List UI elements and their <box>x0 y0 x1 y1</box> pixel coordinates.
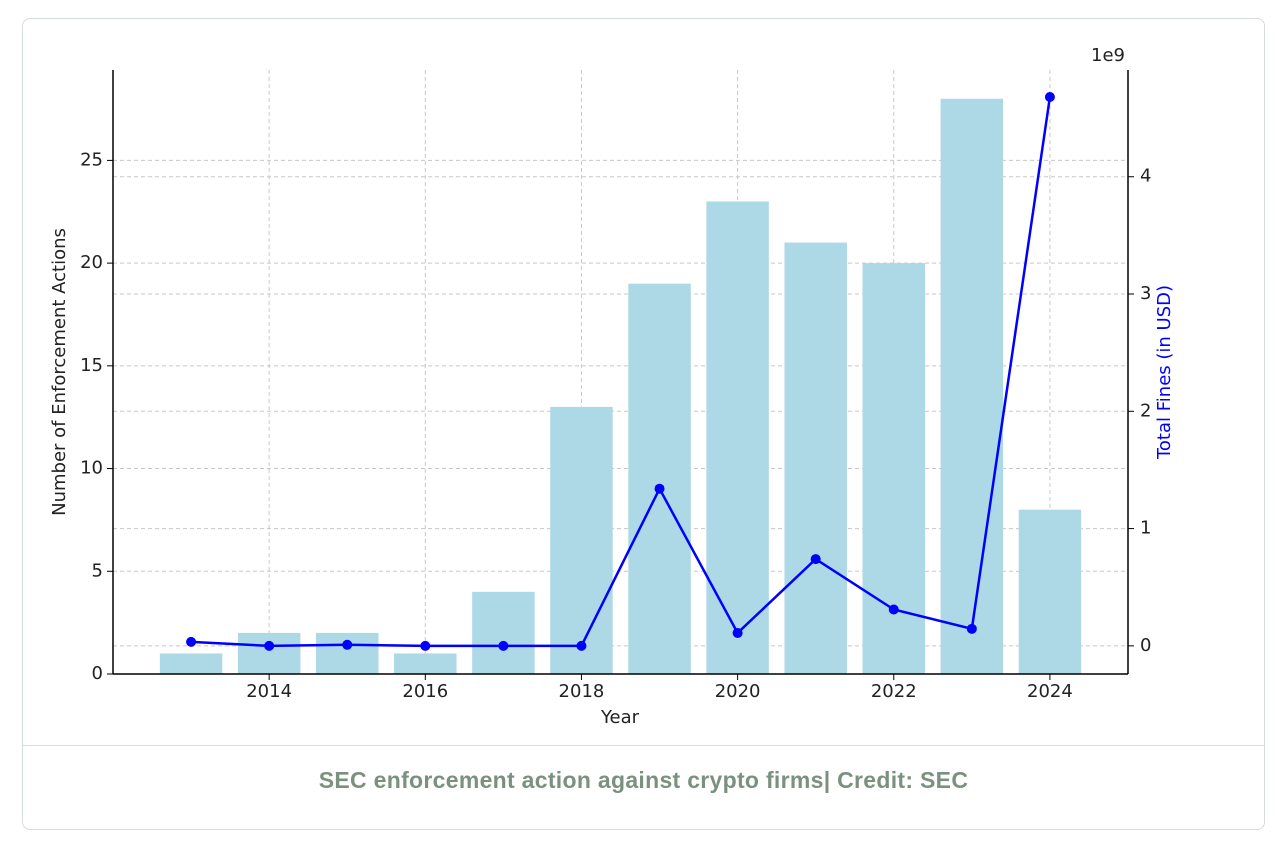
bar <box>628 283 691 674</box>
x-tick-label: 2020 <box>715 681 761 702</box>
y2-tick-label: 4 <box>1140 166 1151 187</box>
bar <box>394 653 457 674</box>
fines-line <box>191 96 1052 648</box>
bar <box>940 98 1004 674</box>
fines-point <box>186 636 197 647</box>
bar <box>159 653 223 674</box>
y-tick-label: 10 <box>80 458 103 479</box>
x-axis-label: Year <box>600 707 640 728</box>
caption: SEC enforcement action against crypto fi… <box>318 767 969 793</box>
y-tick-label: 20 <box>80 252 103 273</box>
fines-point <box>264 640 275 651</box>
y2-tick-label: 0 <box>1140 635 1151 656</box>
bar <box>237 632 301 674</box>
y2-tick-label: 2 <box>1140 400 1151 421</box>
y-tick-label: 5 <box>92 560 103 581</box>
x-tick-label: 2014 <box>246 681 292 702</box>
chart: Year Number of Enforcement Actions Total… <box>49 45 1175 728</box>
y2-tick-label: 3 <box>1140 283 1151 304</box>
y-tick-label: 0 <box>92 663 103 684</box>
bar <box>706 201 769 675</box>
x-tick-label: 2018 <box>559 681 605 702</box>
bar <box>784 242 847 675</box>
bar <box>472 591 535 674</box>
fines-point <box>888 604 899 615</box>
y-axis-label: Number of Enforcement Actions <box>49 228 70 516</box>
y-tick-label: 25 <box>80 149 103 170</box>
fines-point <box>1044 91 1055 102</box>
fines-point <box>342 639 353 650</box>
fines-point <box>810 554 821 565</box>
bar <box>1018 509 1082 674</box>
bar <box>550 406 613 674</box>
card: SEC enforcement action against crypto fi… <box>22 18 1265 830</box>
x-tick-label: 2024 <box>1027 681 1073 702</box>
y2-offset-label: 1e9 <box>1091 45 1125 66</box>
y2-axis-label: Total Fines (in USD) <box>1154 285 1175 460</box>
marks <box>159 91 1082 675</box>
fines-point <box>732 627 743 638</box>
x-tick-label: 2016 <box>402 681 448 702</box>
divider <box>23 745 1264 746</box>
fines-point <box>498 640 509 651</box>
x-tick-label: 2022 <box>871 681 917 702</box>
fines-point <box>654 483 665 494</box>
fines-point <box>966 623 977 634</box>
y-tick-label: 15 <box>80 355 103 376</box>
bar <box>316 632 379 674</box>
fines-point <box>576 640 587 651</box>
y2-tick-label: 1 <box>1140 518 1151 539</box>
fines-point <box>420 640 431 651</box>
